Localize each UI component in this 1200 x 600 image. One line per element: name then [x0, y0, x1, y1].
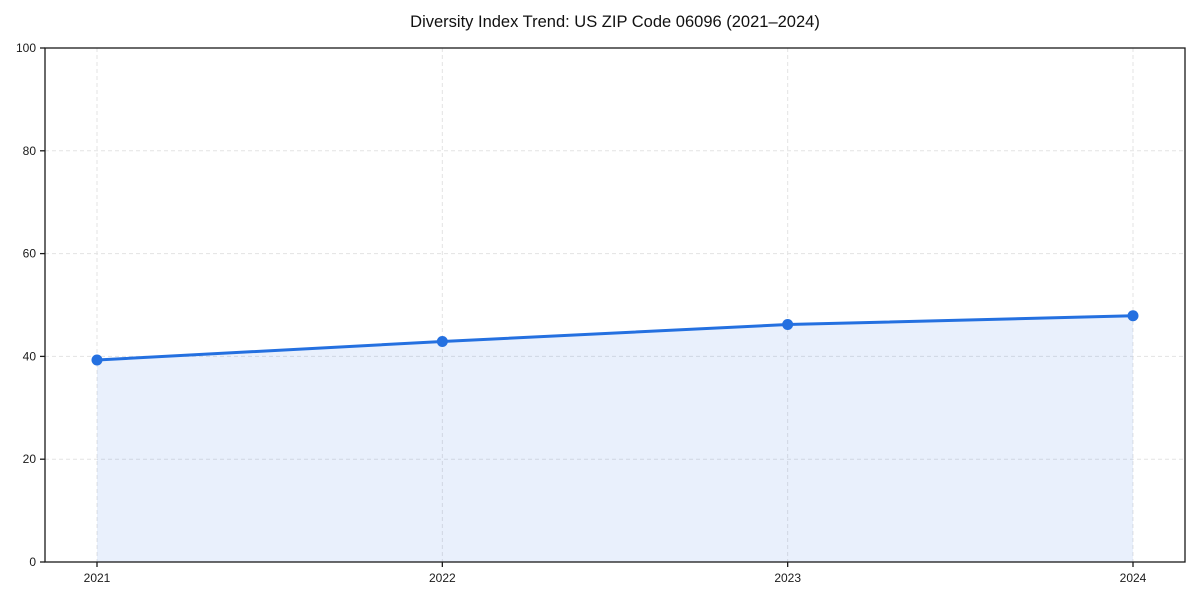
y-tick-label: 0	[29, 555, 36, 569]
y-tick-label: 40	[23, 349, 37, 363]
gridlines	[45, 47, 1185, 563]
y-tick-label: 100	[16, 41, 36, 55]
y-tick-label: 60	[23, 247, 37, 261]
area-fill	[97, 315, 1133, 562]
y-tick-label: 80	[23, 144, 37, 158]
data-point-markers	[91, 310, 1139, 366]
axis-ticks-and-labels: 0 20 40 60 80 100 2021 2022 2023 2024	[16, 41, 1147, 585]
x-tick-label: 2022	[429, 571, 456, 585]
chart-title: Diversity Index Trend: US ZIP Code 06096…	[410, 13, 820, 31]
y-tick-label: 20	[23, 452, 37, 466]
axes-box	[44, 47, 1186, 563]
trend-line	[95, 314, 1135, 362]
x-tick-label: 2024	[1120, 571, 1147, 585]
x-tick-label: 2023	[774, 571, 801, 585]
x-tick-label: 2021	[84, 571, 111, 585]
